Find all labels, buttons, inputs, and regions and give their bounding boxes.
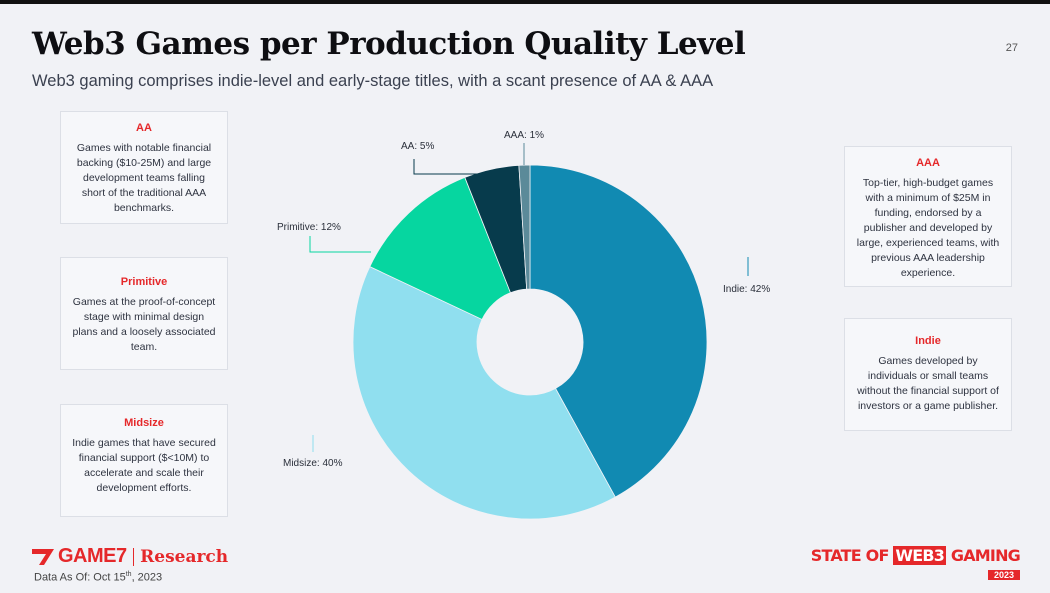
brand-divider bbox=[133, 548, 135, 566]
leader-aa bbox=[414, 159, 485, 174]
game7-mark-icon bbox=[32, 549, 54, 565]
sow-text-2: GAMING bbox=[946, 546, 1020, 565]
brand-name: GAME7 bbox=[58, 545, 127, 568]
sow-year: 2023 bbox=[988, 570, 1020, 580]
brand-footer: GAME7 Research bbox=[32, 545, 228, 568]
label-primitive: Primitive: 12% bbox=[277, 222, 341, 233]
state-of-web3-gaming-logo: STATE OF WEB3 GAMING 2023 bbox=[811, 547, 1020, 583]
leader-primitive bbox=[310, 236, 371, 252]
label-aaa: AAA: 1% bbox=[504, 130, 544, 141]
as-of-prefix: Data As Of: Oct 15 bbox=[34, 572, 126, 584]
sow-text-1: STATE OF bbox=[811, 546, 894, 565]
sow-text-boxed: WEB3 bbox=[893, 546, 946, 565]
label-aa: AA: 5% bbox=[401, 141, 434, 152]
game7-logo: GAME7 bbox=[32, 545, 127, 568]
data-as-of: Data As Of: Oct 15th, 2023 bbox=[34, 571, 162, 584]
label-indie: Indie: 42% bbox=[723, 284, 770, 295]
as-of-suffix: , 2023 bbox=[132, 572, 163, 584]
brand-research: Research bbox=[140, 547, 228, 567]
label-midsize: Midsize: 40% bbox=[283, 458, 343, 469]
